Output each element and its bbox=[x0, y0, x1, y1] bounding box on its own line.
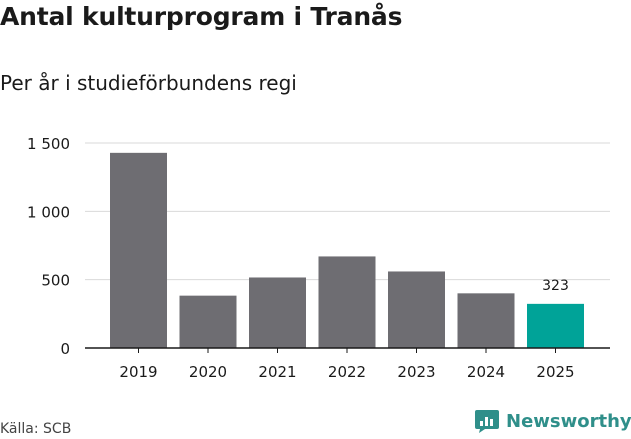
x-tick-label: 2025 bbox=[536, 363, 574, 381]
y-tick-label: 0 bbox=[60, 340, 70, 358]
chart-subtitle: Per år i studieförbundens regi bbox=[0, 71, 297, 95]
x-tick-label: 2024 bbox=[467, 363, 505, 381]
bar-2025 bbox=[527, 303, 584, 348]
newsworthy-logo-icon bbox=[475, 410, 499, 433]
bar-2022 bbox=[318, 256, 376, 348]
data-label: 323 bbox=[542, 278, 569, 294]
bar-2019 bbox=[110, 152, 167, 348]
x-tick-label: 2021 bbox=[258, 363, 296, 381]
x-tick-label: 2020 bbox=[189, 363, 227, 381]
bars bbox=[110, 152, 584, 348]
y-tick-label: 1 000 bbox=[27, 203, 70, 221]
bar-2021 bbox=[249, 277, 306, 348]
y-axis-tick-labels: 0 500 1 000 1 500 bbox=[27, 135, 70, 358]
x-axis-tick-labels: 2019 2020 2021 2022 2023 2024 2025 bbox=[119, 348, 575, 381]
brand-name: Newsworthy bbox=[506, 410, 631, 432]
source-note: Källa: SCB bbox=[0, 421, 72, 437]
brand-logo: Newsworthy bbox=[474, 408, 631, 434]
x-tick-label: 2019 bbox=[119, 363, 157, 381]
x-tick-label: 2022 bbox=[328, 363, 366, 381]
y-tick-label: 500 bbox=[41, 272, 70, 290]
chart-title: Antal kulturprogram i Tranås bbox=[0, 2, 403, 31]
y-tick-label: 1 500 bbox=[27, 135, 70, 153]
x-tick-label: 2023 bbox=[397, 363, 435, 381]
data-labels: 323 bbox=[542, 278, 569, 294]
bar-2020 bbox=[179, 295, 237, 348]
bar-2023 bbox=[388, 271, 445, 348]
bar-2024 bbox=[457, 293, 515, 348]
